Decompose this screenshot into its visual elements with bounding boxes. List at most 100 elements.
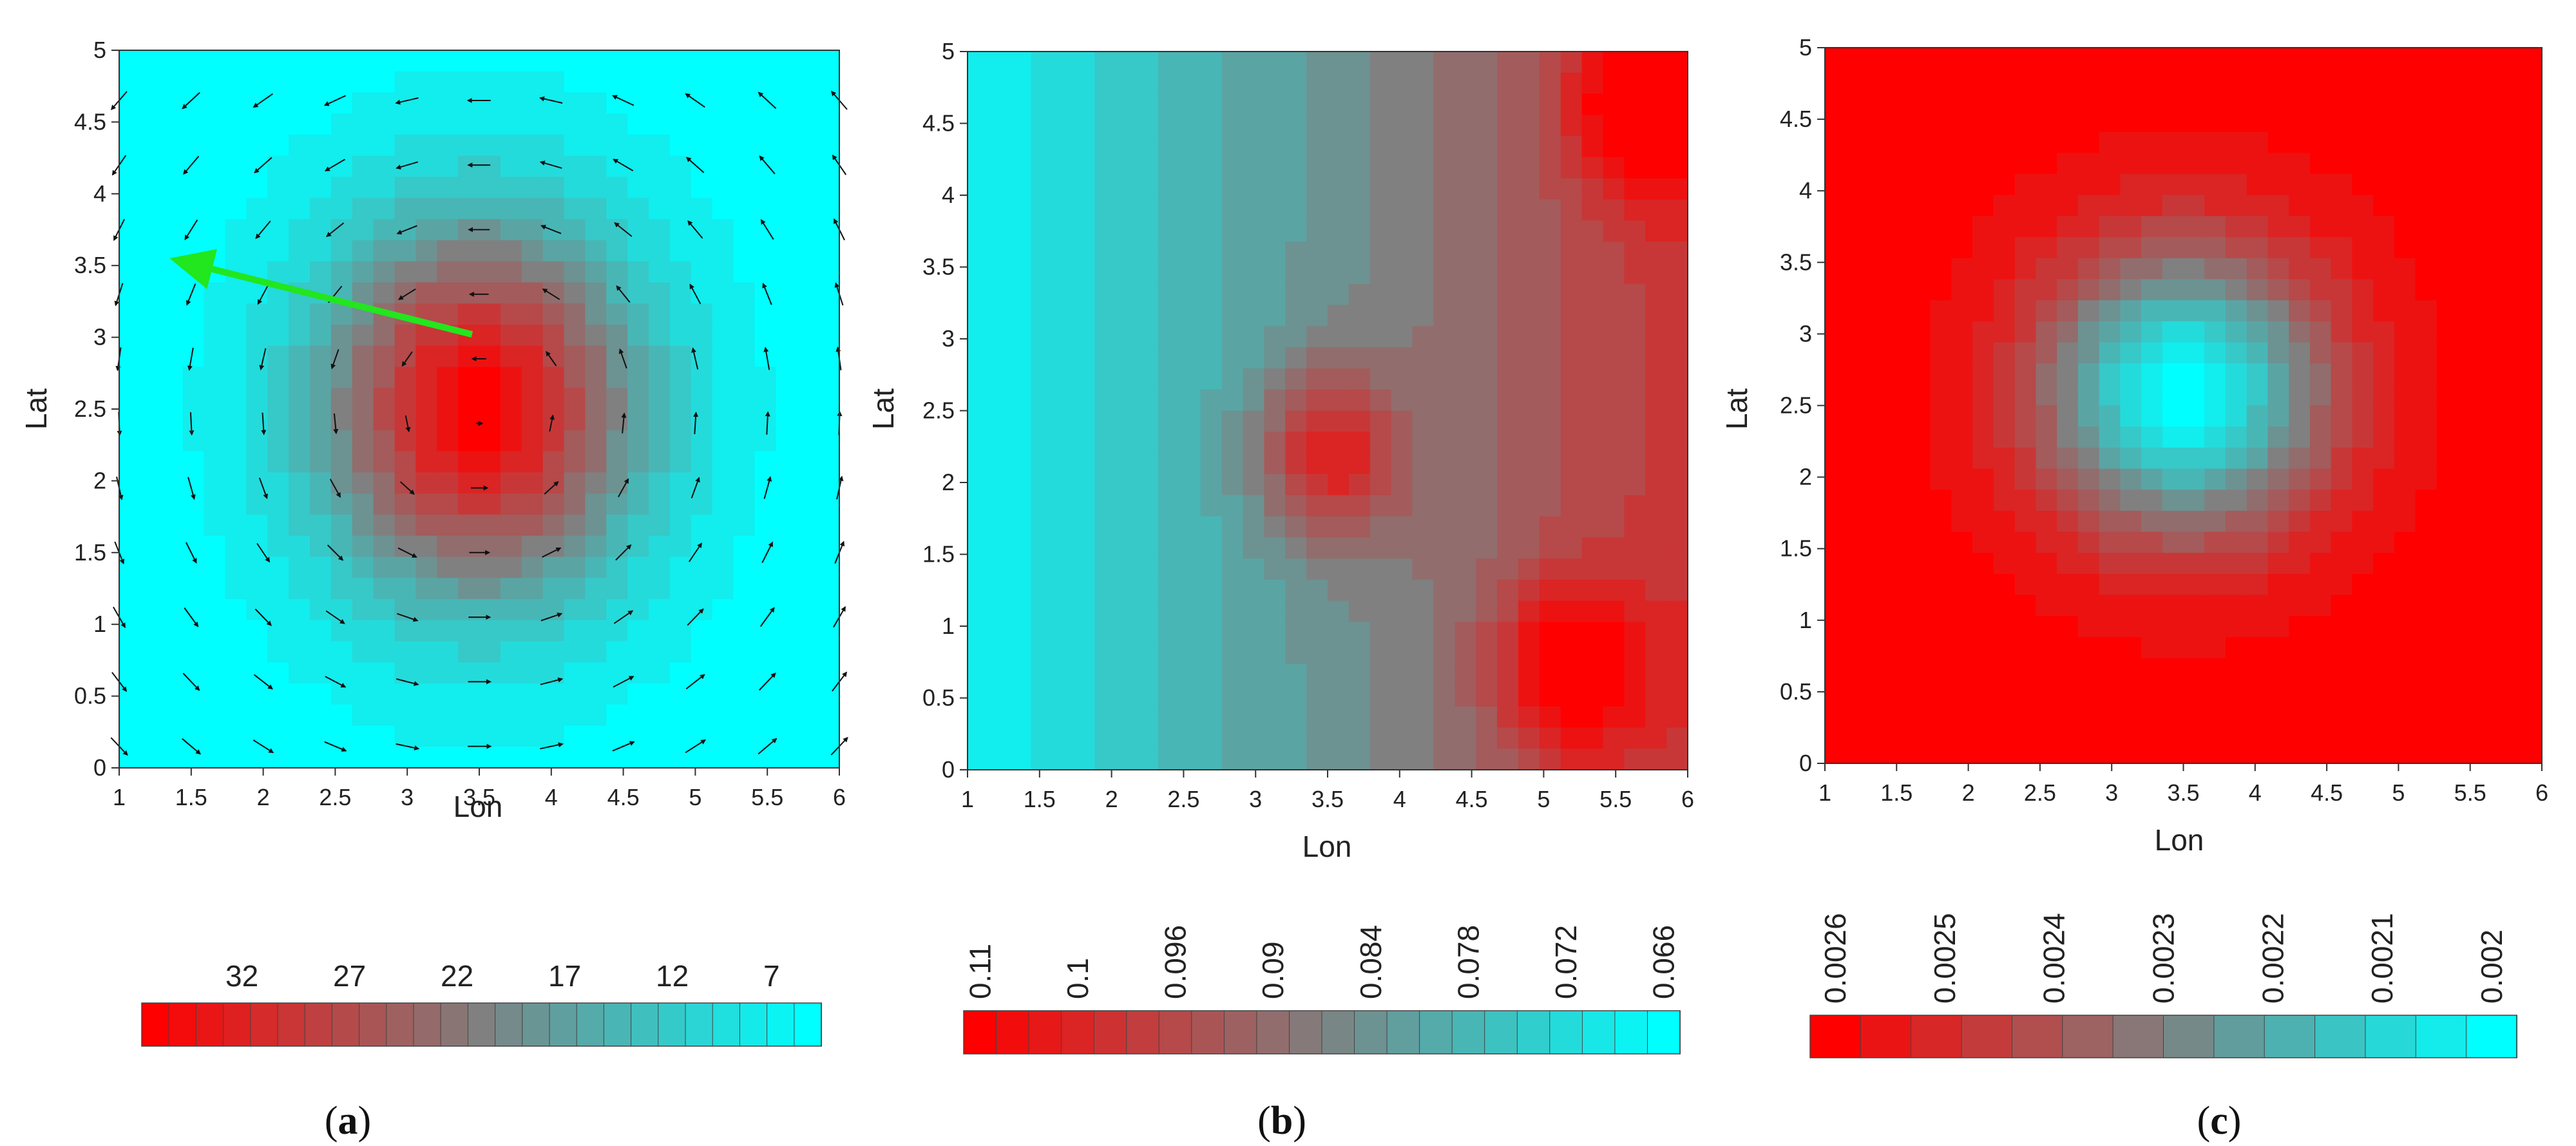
heatmap-cell [1009,347,1032,369]
heatmap-cell [1369,622,1392,644]
heatmap-cell [1581,559,1604,580]
heatmap-cell [1328,242,1350,263]
x-tick-label: 4.5 [2311,779,2343,806]
vector-arrow [762,282,772,305]
heatmap-cell [797,367,819,389]
heatmap-cell [1052,347,1074,369]
heatmap-cell [2373,531,2395,554]
heatmap-cell [2246,636,2269,659]
heatmap-cell [733,683,756,705]
heatmap-cell [394,451,417,473]
heatmap-cell [2457,300,2479,322]
heatmap-cell [2057,616,2079,638]
x-tick-label: 3.5 [2167,779,2199,806]
heatmap-cell [500,493,522,515]
heatmap-cell [2457,636,2479,659]
heatmap-cell [479,367,501,389]
heatmap-cell [776,557,798,578]
heatmap-cell [1581,579,1604,602]
heatmap-cell [542,514,565,537]
heatmap-cell [1094,453,1116,475]
heatmap-cell [1328,326,1350,348]
heatmap-cell [1951,342,1973,364]
heatmap-cell [2499,321,2521,343]
heatmap-cell [161,135,184,157]
heatmap-cell [415,747,438,769]
heatmap-cell [289,177,310,199]
heatmap-cell [140,493,162,515]
heatmap-cell [330,345,353,368]
heatmap-cell [2204,636,2226,659]
heatmap-cell [1951,426,1973,448]
heatmap-cell [2436,721,2458,743]
heatmap-cell [500,324,522,347]
panel-c-colorbar: 0.0026 0.0025 0.0024 0.0023 0.0022 0.0021 0.00… [1809,913,2518,1058]
heatmap-cell [1666,220,1688,242]
heatmap-cell [1158,600,1180,623]
heatmap-cell [2394,300,2416,322]
heatmap-cell [2162,153,2184,175]
heatmap-cell [2057,468,2079,490]
heatmap-cell [733,578,756,600]
heatmap-cell [1328,516,1350,539]
colorbar-label: 0.0022 [2256,913,2289,1004]
heatmap-cell [1560,326,1583,348]
heatmap-cell [1867,90,1889,111]
heatmap-cell [2183,658,2205,680]
heatmap-cell [2521,195,2543,217]
heatmap-cell [1264,52,1286,73]
heatmap-cell [1158,242,1180,263]
heatmap-cell [458,50,480,72]
heatmap-cell [2014,363,2037,385]
heatmap-cell [1052,389,1074,412]
heatmap-cell [2478,658,2501,680]
heatmap-cell [1560,115,1583,137]
heatmap-cell [1476,516,1498,539]
heatmap-cell [649,240,671,262]
heatmap-cell [1666,495,1688,517]
heatmap-cell [2521,616,2543,638]
heatmap-cell [1455,495,1476,517]
heatmap-cell [712,303,734,325]
heatmap-cell [1645,579,1667,602]
heatmap-cell [1031,727,1053,749]
heatmap-cell [1909,237,1931,259]
heatmap-cell [1846,321,1868,343]
heatmap-cell [2141,384,2163,406]
heatmap-cell [1009,664,1032,686]
heatmap-cell [1603,347,1625,369]
heatmap-cell [988,706,1011,729]
heatmap-cell [437,282,459,304]
heatmap-cell [1116,283,1138,306]
heatmap-cell [415,683,438,705]
heatmap-cell [1009,326,1032,348]
heatmap-cell [1221,347,1244,369]
heatmap-cell [1645,410,1667,433]
heatmap-cell [1993,48,2016,70]
heatmap-cell [1497,453,1519,475]
heatmap-cell [246,324,268,347]
heatmap-cell [1306,305,1328,327]
heatmap-cell [140,430,162,452]
heatmap-cell [2057,216,2079,238]
heatmap-cell [1200,347,1223,369]
heatmap-cell [1825,426,1847,448]
heatmap-cell [988,600,1011,623]
heatmap-cell [1666,368,1688,390]
heatmap-cell [1031,368,1053,390]
heatmap-cell [458,261,480,283]
heatmap-cell [479,282,501,304]
heatmap-cell [500,641,522,663]
heatmap-cell [818,535,840,558]
heatmap-cell [2499,490,2521,511]
heatmap-cell [1116,178,1138,200]
heatmap-cell [1179,389,1201,412]
heatmap-cell [2289,679,2311,701]
heatmap-cell [1951,616,1973,638]
heatmap-cell [352,50,374,72]
heatmap-cell [1179,473,1201,496]
heatmap-cell [330,92,353,115]
heatmap-cell [627,50,649,72]
heatmap-cell [733,514,756,537]
heatmap-cell [521,535,544,558]
